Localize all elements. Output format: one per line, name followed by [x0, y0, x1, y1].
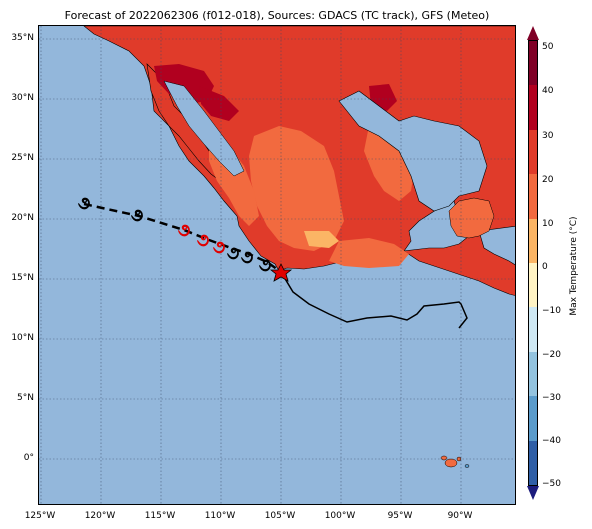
- svg-text:૭: ૭: [259, 255, 272, 276]
- past-track-line: [280, 271, 468, 329]
- colorbar-segment: [529, 396, 537, 441]
- colorbar-segment: [529, 41, 537, 86]
- lat-label-20n: 20°N: [11, 213, 34, 223]
- svg-text:૭: ૭: [178, 220, 191, 241]
- colorbar-label: Max Temperature (°C): [569, 216, 579, 316]
- colorbar-tick-neg10: −10: [542, 306, 561, 316]
- lon-label-120w: 120°W: [84, 511, 116, 521]
- colorbar: [528, 40, 538, 486]
- svg-text:૭: ૭: [131, 205, 144, 226]
- colorbar-segment: [529, 85, 537, 130]
- warm-region-south: [329, 238, 409, 268]
- map-panel: ૭ ૭ ૭ ૭ ૭ ૭ ૭ ૭: [38, 25, 516, 505]
- lon-label-90w: 90°W: [447, 511, 473, 521]
- colorbar-tick-10: 10: [542, 219, 554, 229]
- yucatan-peninsula: [448, 197, 495, 239]
- colorbar-tick-30: 30: [542, 131, 554, 141]
- colorbar-segment: [529, 174, 537, 219]
- hurricane-icon: ૭ ૭ ૭ ૭ ૭ ૭ ૭ ૭: [78, 193, 272, 276]
- svg-text:૭: ૭: [213, 237, 226, 258]
- colorbar-tick-20: 20: [542, 175, 554, 185]
- colorbar-segment: [529, 307, 537, 352]
- colorbar-bottom-arrow: [527, 486, 539, 500]
- mild-region-highlands: [304, 231, 339, 248]
- colorbar-top-arrow: [527, 26, 539, 40]
- gulf-of-mexico: [338, 90, 488, 212]
- colorbar-segment: [529, 262, 537, 308]
- very-hot-region-north: [199, 86, 239, 121]
- warm-region-east-coast: [364, 126, 414, 201]
- lat-label-25n: 25°N: [11, 153, 34, 163]
- svg-text:૭: ૭: [241, 247, 254, 268]
- lon-label-110w: 110°W: [204, 511, 236, 521]
- lat-label-30n: 30°N: [11, 93, 34, 103]
- colorbar-tick-0: 0: [542, 262, 548, 272]
- colorbar-tick-50: 50: [542, 42, 554, 52]
- colorbar-tick-neg20: −20: [542, 350, 561, 360]
- warm-region-plateau: [249, 126, 344, 251]
- lat-label-15n: 15°N: [11, 273, 34, 283]
- forecast-track-line: [83, 202, 282, 274]
- map-canvas: ૭ ૭ ૭ ૭ ૭ ૭ ૭ ૭: [39, 26, 515, 504]
- lon-label-115w: 115°W: [144, 511, 176, 521]
- colorbar-segment: [529, 440, 537, 485]
- map-title: Forecast of 2022062306 (f012-018), Sourc…: [64, 9, 490, 22]
- svg-text:૭: ૭: [197, 230, 210, 251]
- colorbar-tick-neg50: −50: [542, 479, 561, 489]
- colorbar-segment: [529, 218, 537, 263]
- lat-label-0: 0°: [23, 453, 34, 463]
- colorbar-tick-neg40: −40: [542, 436, 561, 446]
- lat-label-10n: 10°N: [11, 333, 34, 343]
- lat-label-5n: 5°N: [17, 393, 34, 403]
- lon-label-95w: 95°W: [387, 511, 413, 521]
- central-america: [403, 230, 515, 296]
- colorbar-tick-40: 40: [542, 86, 554, 96]
- lat-label-35n: 35°N: [11, 33, 34, 43]
- lon-label-105w: 105°W: [264, 511, 296, 521]
- svg-text:૭: ૭: [78, 193, 91, 214]
- very-hot-region-sonora: [154, 64, 214, 104]
- svg-text:૭: ૭: [227, 243, 240, 264]
- colorbar-segment: [529, 129, 537, 175]
- red-star-icon: [269, 263, 293, 282]
- colorbar-tick-neg30: −30: [542, 393, 561, 403]
- lon-label-125w: 125°W: [24, 511, 56, 521]
- colorbar-segment: [529, 351, 537, 397]
- gulf-of-california: [163, 80, 245, 177]
- lon-label-100w: 100°W: [324, 511, 356, 521]
